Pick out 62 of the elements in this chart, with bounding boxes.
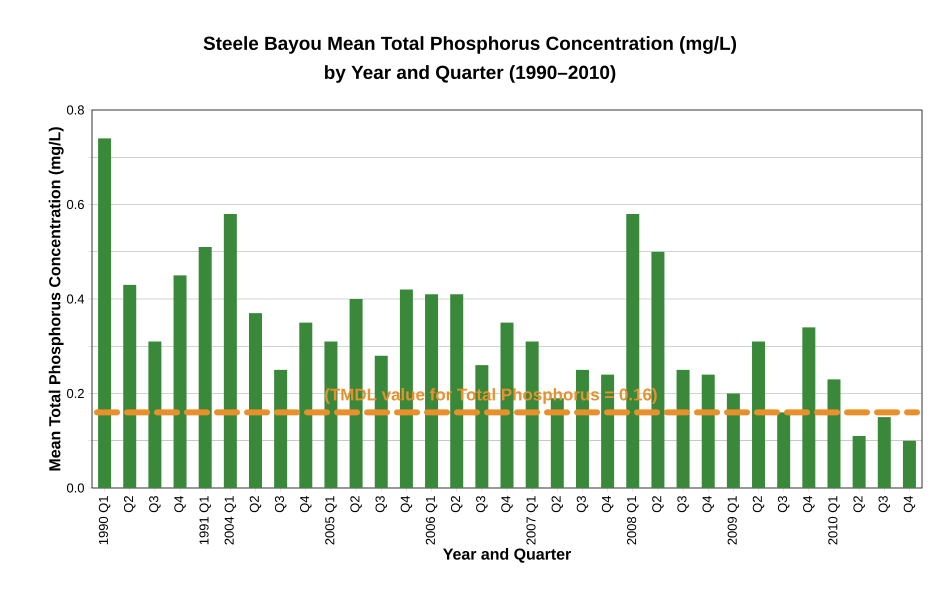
bar xyxy=(174,275,187,488)
bar xyxy=(852,436,866,488)
x-tick-label: 2007 Q1 xyxy=(526,496,538,545)
y-axis-title: Mean Total Phosphorus Concentration (mg/L) xyxy=(48,127,64,470)
x-tick-label: Q2 xyxy=(853,496,865,512)
bar xyxy=(802,327,816,488)
x-tick-label: Q3 xyxy=(576,496,588,512)
x-tick-label: Q2 xyxy=(250,496,262,512)
x-tick-label: 2005 Q1 xyxy=(325,496,337,545)
bar xyxy=(248,313,262,488)
y-tick-label: 0.6 xyxy=(66,200,84,210)
x-tick-label: Q4 xyxy=(803,496,815,512)
bar xyxy=(702,374,715,488)
bar xyxy=(752,342,766,488)
x-tick-label: Q3 xyxy=(476,496,488,512)
x-tick-label: Q4 xyxy=(174,496,186,512)
x-tick-label: Q4 xyxy=(300,496,312,512)
x-tick-label: 2006 Q1 xyxy=(426,496,438,545)
x-tick-label: 1990 Q1 xyxy=(98,496,110,544)
x-tick-label: 1991 Q1 xyxy=(199,496,211,544)
x-tick-label: 2009 Q1 xyxy=(728,496,740,545)
bar xyxy=(299,322,312,488)
x-tick-label: Q2 xyxy=(752,496,764,512)
x-tick-label: Q2 xyxy=(350,496,362,512)
x-tick-label: Q4 xyxy=(501,496,513,512)
x-tick-label: Q3 xyxy=(878,496,890,512)
bar xyxy=(198,247,212,488)
y-tick-label: 0.4 xyxy=(66,294,84,304)
x-tick-label: 2008 Q1 xyxy=(627,496,639,545)
bar xyxy=(902,440,916,488)
bar xyxy=(726,393,740,488)
bar xyxy=(224,214,237,488)
bar xyxy=(123,284,136,488)
x-tick-label: Q3 xyxy=(149,496,161,512)
chart-subtitle: by Year and Quarter (1990–2010) xyxy=(325,65,616,83)
x-tick-label: Q4 xyxy=(400,496,412,512)
bar xyxy=(878,417,891,488)
x-tick-label: Q4 xyxy=(904,496,916,512)
x-tick-label: Q2 xyxy=(552,496,564,512)
bar xyxy=(827,379,840,488)
x-tick-label: Q2 xyxy=(124,496,136,512)
x-tick-label: Q2 xyxy=(450,496,462,512)
bar xyxy=(148,342,162,488)
x-tick-label: Q2 xyxy=(652,496,664,512)
bar xyxy=(601,374,614,488)
bar xyxy=(274,370,288,488)
x-tick-label: 2004 Q1 xyxy=(224,496,236,545)
x-tick-label: Q3 xyxy=(778,496,790,512)
x-tick-label: Q3 xyxy=(274,496,286,512)
chart-title: Steele Bayou Mean Total Phosphorus Concentration (mg/L) xyxy=(204,36,736,54)
x-axis-title: Year and Quarter xyxy=(443,548,571,563)
x-tick-label: Q4 xyxy=(702,496,714,512)
x-tick-label: Q3 xyxy=(677,496,689,512)
bar xyxy=(777,412,790,488)
x-tick-label: Q4 xyxy=(602,496,614,512)
bar xyxy=(98,138,112,488)
bar xyxy=(676,370,690,488)
y-tick-label: 0.0 xyxy=(66,483,84,493)
x-tick-label: Q3 xyxy=(376,496,388,512)
y-tick-label: 0.8 xyxy=(66,105,84,115)
x-tick-label: 2010 Q1 xyxy=(828,496,840,545)
y-tick-label: 0.2 xyxy=(66,388,84,398)
